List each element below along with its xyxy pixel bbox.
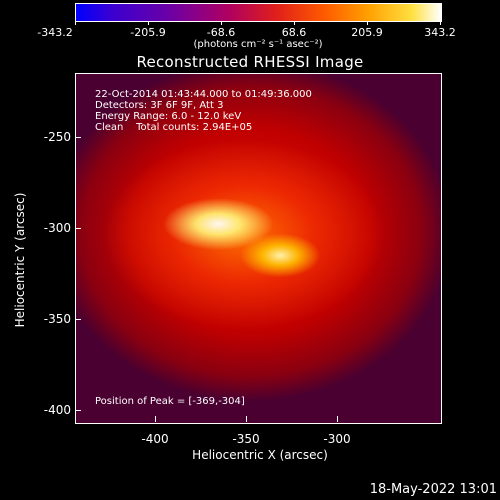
colorbar-units: (photons cm⁻² s⁻¹ asec⁻²): [193, 39, 323, 50]
timestamp: 18-May-2022 13:01: [369, 482, 497, 497]
detectors: Detectors: 3F 6F 9F, Att 3: [95, 100, 224, 111]
x-tick-mark: [337, 416, 338, 422]
y-tick-label: -400: [43, 403, 71, 417]
x-tick-label: -350: [232, 432, 260, 446]
x-tick-mark: [246, 416, 247, 422]
y-tick-labels: -250 -300 -350 -400: [0, 0, 71, 500]
colorbar-tick-label: 68.6: [281, 26, 307, 39]
colorbar-tick-label: -343.2: [37, 26, 73, 39]
colorbar-tick-label: -68.6: [206, 26, 236, 39]
y-tick-label: -300: [43, 221, 71, 235]
colorbar-tick-label: 343.2: [424, 26, 456, 39]
x-tick-label: -400: [141, 432, 169, 446]
x-tick-mark: [155, 416, 156, 422]
colorbar-tick-mark: [440, 21, 441, 25]
energy-range: Energy Range: 6.0 - 12.0 keV: [95, 111, 242, 122]
colorbar-tick-label: -205.9: [130, 26, 166, 39]
x-axis-label: Heliocentric X (arcsec): [192, 448, 328, 462]
colorbar-tick-mark: [148, 21, 149, 25]
colorbar: [75, 3, 442, 22]
plot-title: Reconstructed RHESSI Image: [136, 53, 364, 71]
y-axis-label: Heliocentric Y (arcsec): [13, 192, 27, 328]
peak-position: Position of Peak = [-369,-304]: [95, 396, 245, 407]
rhessi-image: [75, 73, 442, 424]
colorbar-tick-mark: [75, 21, 76, 25]
colorbar-tick-mark: [294, 21, 295, 25]
observation-info: 22-Oct-2014 01:43:44.000 to 01:49:36.000…: [95, 89, 312, 133]
y-tick-label: -350: [43, 312, 71, 326]
time-range: 22-Oct-2014 01:43:44.000 to 01:49:36.000: [95, 89, 312, 100]
y-tick-mark: [75, 410, 81, 411]
y-tick-mark: [75, 319, 81, 320]
x-tick-label: -300: [323, 432, 351, 446]
colorbar-tick-mark: [221, 21, 222, 25]
y-tick-mark: [75, 137, 81, 138]
colorbar-tick-mark: [367, 21, 368, 25]
y-tick-label: -250: [43, 130, 71, 144]
clean-counts: Clean Total counts: 2.94E+05: [95, 122, 253, 133]
colorbar-tick-label: 205.9: [351, 26, 383, 39]
y-tick-mark: [75, 228, 81, 229]
